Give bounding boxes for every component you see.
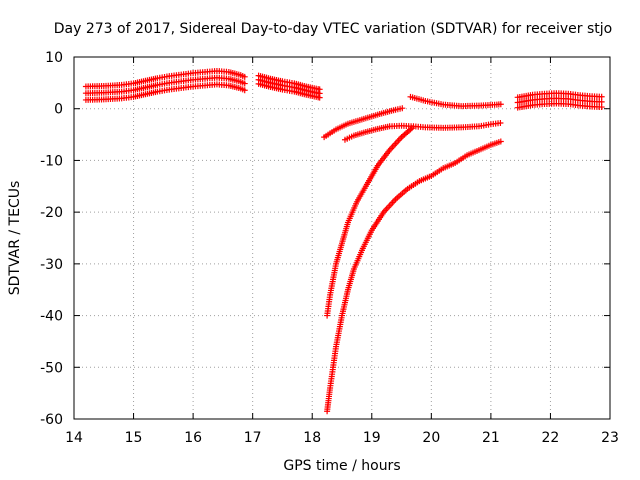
plot-frame <box>73 56 611 420</box>
data-point <box>399 105 406 112</box>
series-6 <box>341 119 504 143</box>
series-4 <box>514 90 605 111</box>
series-2 <box>255 72 323 101</box>
y-tick-label: -60 <box>40 412 63 428</box>
x-tick-label: 23 <box>601 430 619 446</box>
data-point <box>241 80 248 87</box>
data-point <box>497 119 504 126</box>
axis-ticks <box>73 56 611 420</box>
y-tick-label: -30 <box>40 257 63 273</box>
grid-lines <box>74 57 610 419</box>
y-tick-label: 0 <box>54 102 63 118</box>
data-point <box>316 86 323 93</box>
x-tick-label: 22 <box>542 430 560 446</box>
x-tick-label: 19 <box>363 430 381 446</box>
x-tick-label: 17 <box>244 430 262 446</box>
series-1 <box>82 67 248 103</box>
y-tick-label: -20 <box>40 205 63 221</box>
data-point <box>497 138 504 145</box>
series-5 <box>321 105 406 141</box>
data-point <box>241 87 248 94</box>
y-axis-label: SDTVAR / TECUs <box>7 181 23 296</box>
data-point <box>408 125 415 132</box>
series-3 <box>407 93 504 110</box>
x-tick-label: 21 <box>482 430 500 446</box>
x-tick-label: 18 <box>303 430 321 446</box>
data-points <box>82 67 605 415</box>
data-point <box>497 101 504 108</box>
series-8 <box>324 138 504 415</box>
chart-title: Day 273 of 2017, Sidereal Day-to-day VTE… <box>54 21 612 37</box>
data-point <box>598 98 605 105</box>
x-axis-label: GPS time / hours <box>283 458 400 474</box>
data-point <box>241 73 248 80</box>
x-tick-label: 20 <box>422 430 440 446</box>
series-7 <box>324 125 415 319</box>
x-tick-labels: 14 15 16 17 18 19 20 21 22 23 <box>65 430 619 446</box>
y-tick-labels: 10 0 -10 -20 -30 -40 -50 -60 <box>40 50 63 428</box>
y-tick-label: -40 <box>40 309 63 325</box>
data-point <box>598 93 605 100</box>
y-tick-label: -10 <box>40 153 63 169</box>
x-tick-label: 15 <box>125 430 143 446</box>
y-tick-label: 10 <box>45 50 63 66</box>
data-point <box>598 104 605 111</box>
x-tick-label: 14 <box>65 430 83 446</box>
x-tick-label: 16 <box>184 430 202 446</box>
y-tick-label: -50 <box>40 360 63 376</box>
